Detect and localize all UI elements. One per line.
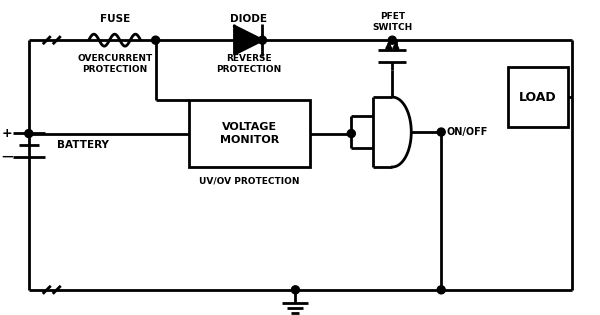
Circle shape (437, 128, 445, 136)
Text: PFET
SWITCH: PFET SWITCH (372, 12, 412, 32)
Circle shape (437, 286, 445, 294)
Circle shape (347, 129, 355, 138)
Text: DIODE: DIODE (230, 14, 267, 24)
Circle shape (152, 36, 160, 44)
Circle shape (388, 36, 396, 44)
Circle shape (259, 36, 266, 44)
Text: FUSE: FUSE (100, 14, 130, 24)
Text: UV/OV PROTECTION: UV/OV PROTECTION (199, 177, 300, 186)
Text: ON/OFF: ON/OFF (446, 127, 488, 137)
Text: −: − (0, 148, 14, 166)
Bar (508, 67, 568, 127)
Bar (188, 100, 310, 167)
Text: VOLTAGE
MONITOR: VOLTAGE MONITOR (220, 122, 279, 145)
Text: LOAD: LOAD (519, 91, 557, 104)
Text: OVERCURRENT
PROTECTION: OVERCURRENT PROTECTION (77, 54, 152, 74)
Polygon shape (235, 26, 262, 54)
Circle shape (25, 129, 33, 138)
Circle shape (292, 286, 299, 294)
Text: REVERSE
PROTECTION: REVERSE PROTECTION (216, 54, 281, 74)
Text: +: + (1, 127, 12, 140)
Text: BATTERY: BATTERY (57, 140, 109, 150)
